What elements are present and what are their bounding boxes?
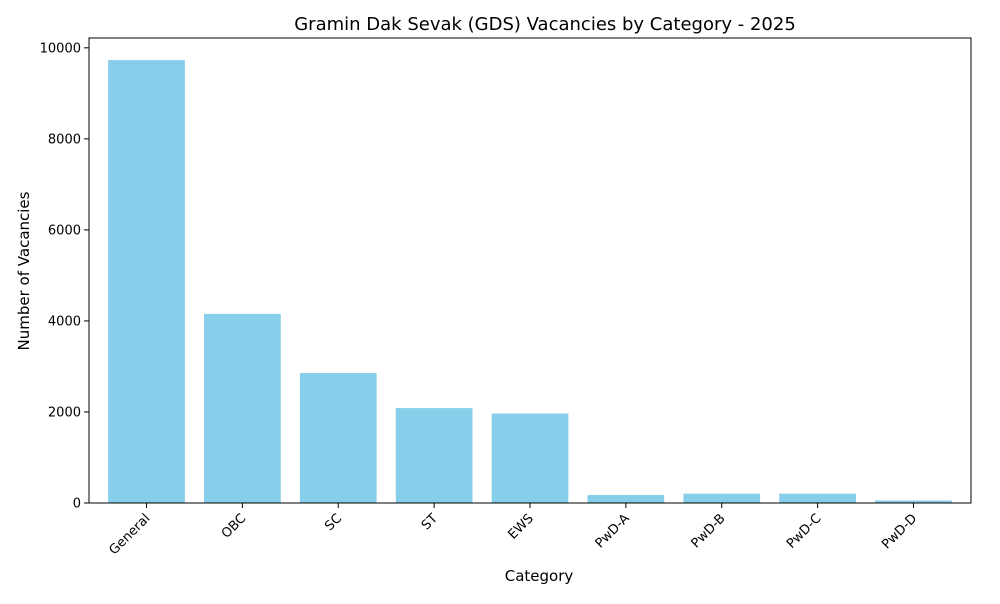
y-axis-ticks: 0 2000 4000 6000 8000 10000: [40, 41, 89, 512]
bar-pwd-a: [587, 495, 665, 503]
y-tick-label: 0: [73, 497, 81, 512]
y-axis-label: Number of Vacancies: [15, 191, 33, 350]
bar-general: [108, 60, 185, 504]
bar-pwd-d: [875, 500, 952, 503]
bars-layer: [108, 60, 952, 504]
x-tick-label-pwd-a: PwD-A: [593, 511, 633, 551]
y-tick-label: 4000: [48, 314, 81, 329]
x-tick-label-pwd-d: PwD-D: [879, 511, 920, 552]
x-axis-label: Category: [505, 567, 574, 585]
bar-sc: [299, 373, 377, 503]
chart-title: Gramin Dak Sevak (GDS) Vacancies by Cate…: [294, 14, 796, 35]
x-tick-label-pwd-b: PwD-B: [689, 511, 729, 551]
y-tick-label: 8000: [48, 132, 81, 147]
y-tick-label: 6000: [48, 223, 81, 238]
x-tick-label-obc: OBC: [219, 511, 249, 541]
x-tick-label-sc: SC: [322, 511, 345, 534]
bar-ews: [491, 413, 569, 503]
x-tick-label-general: General: [107, 511, 154, 558]
bar-st: [395, 408, 473, 503]
bar-pwd-c: [779, 493, 856, 503]
bar-obc: [204, 313, 281, 503]
y-tick-label: 10000: [40, 41, 81, 56]
x-axis-ticks: General OBC SC ST EWS PwD-A PwD-B PwD-C PwD-D: [107, 503, 920, 558]
y-tick-label: 2000: [48, 405, 81, 420]
bar-pwd-b: [683, 493, 761, 503]
x-tick-label-st: ST: [419, 511, 441, 533]
x-tick-label-pwd-c: PwD-C: [784, 511, 824, 551]
x-tick-label-ews: EWS: [505, 511, 536, 542]
